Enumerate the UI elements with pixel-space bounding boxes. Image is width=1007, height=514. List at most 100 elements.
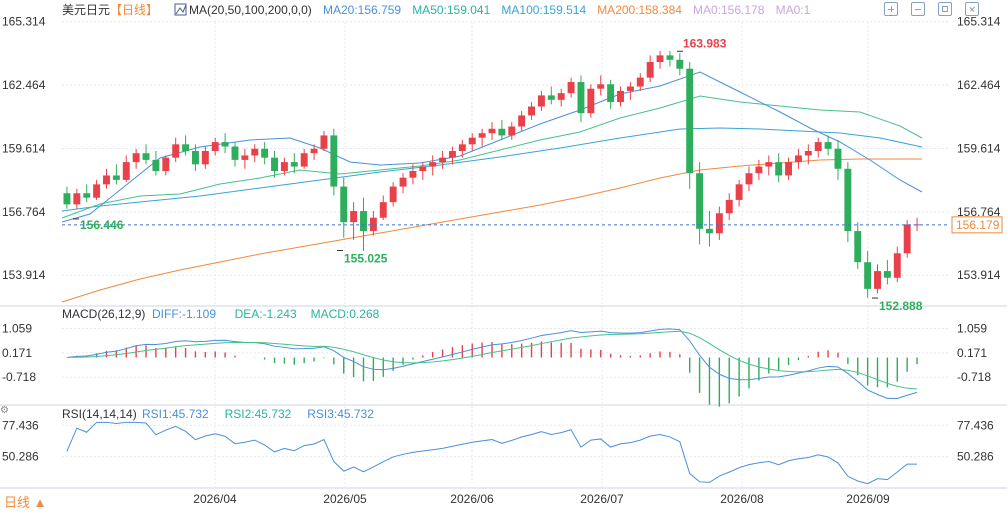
- rsi-tick-label: 77.436: [957, 418, 994, 432]
- candle-body: [547, 95, 555, 100]
- candle: [241, 148, 249, 169]
- candle: [597, 75, 605, 96]
- y-tick-label: 153.914: [957, 268, 1001, 282]
- candle: [478, 128, 486, 147]
- candle-body: [458, 144, 466, 151]
- candle-body: [706, 228, 713, 234]
- candle-body: [290, 162, 298, 167]
- settings-icon[interactable]: ⚙: [0, 405, 9, 416]
- candle: [577, 75, 585, 123]
- candle: [725, 193, 733, 220]
- rsi-tick-label: 50.286: [957, 450, 994, 464]
- candle: [191, 144, 199, 172]
- candle-body: [399, 177, 407, 187]
- symbol-title: 美元日元: [62, 3, 110, 17]
- candle-body: [607, 84, 615, 103]
- candle: [557, 88, 565, 107]
- candle-body: [122, 162, 130, 180]
- candle: [814, 137, 822, 158]
- candle: [508, 122, 516, 140]
- candle-body: [745, 173, 753, 185]
- candle: [458, 139, 466, 158]
- candle-body: [350, 211, 358, 223]
- candle-body: [893, 253, 901, 278]
- candle-body: [73, 193, 81, 205]
- candle: [142, 144, 150, 165]
- close-icon[interactable]: [965, 2, 979, 16]
- rsi-tick-label: 50.286: [2, 450, 39, 464]
- rsi-value: RSI3:45.732: [307, 407, 374, 421]
- candle-body: [429, 162, 437, 167]
- candle-body: [755, 166, 763, 174]
- fullscreen-icon[interactable]: [938, 2, 952, 16]
- candles: [63, 50, 921, 298]
- zoom-out-icon[interactable]: [911, 2, 925, 16]
- candle-body: [834, 148, 842, 169]
- candle-body: [389, 186, 397, 203]
- candle: [686, 62, 694, 189]
- rsi-tick-label: 77.436: [2, 418, 39, 432]
- candle: [449, 146, 456, 165]
- candle-body: [241, 155, 249, 160]
- ma-value: MA0:156.178: [693, 3, 765, 17]
- candle-body: [409, 171, 417, 178]
- candle: [794, 148, 802, 169]
- macd-tick-label: 1.059: [957, 321, 987, 335]
- candle-body: [310, 148, 318, 154]
- candle-body: [369, 217, 377, 232]
- candle: [310, 144, 318, 160]
- moving-averages: [61, 71, 923, 303]
- candle-body: [103, 175, 110, 185]
- macd-value: MACD:0.268: [311, 307, 380, 321]
- period-button[interactable]: 日线 ▲: [4, 495, 46, 510]
- candle-body: [478, 133, 486, 138]
- ma-values-row: MA20:156.759 MA50:159.041 MA100:159.514 MA2…: [323, 3, 811, 17]
- macd-value: DIFF:-1.109: [152, 307, 216, 321]
- candle: [775, 153, 783, 183]
- candle-body: [804, 150, 812, 156]
- candle-body: [508, 126, 516, 136]
- candle: [350, 202, 358, 240]
- ma-value: MA20:156.759: [323, 3, 401, 17]
- x-tick-label: 2026/09: [846, 492, 890, 506]
- candle: [903, 219, 911, 258]
- candle: [468, 133, 476, 151]
- candle: [696, 162, 704, 245]
- x-tick-label: 2026/06: [450, 492, 494, 506]
- indicator-icon[interactable]: [174, 3, 187, 16]
- candle: [893, 246, 901, 283]
- candle-body: [656, 55, 664, 63]
- candle-body: [488, 128, 496, 134]
- candle-body: [686, 68, 694, 174]
- candle: [300, 148, 308, 169]
- candle-body: [854, 231, 862, 263]
- period-tag: 【日线】: [110, 3, 158, 17]
- y-tick-label: 153.914: [2, 268, 46, 282]
- y-tick-label: 156.764: [2, 205, 46, 219]
- candle-body: [201, 150, 209, 165]
- candle-body: [597, 84, 605, 89]
- candle: [913, 217, 921, 232]
- candle: [152, 150, 160, 176]
- candle: [261, 142, 269, 165]
- candle-body: [300, 153, 308, 167]
- candle-body: [468, 137, 476, 145]
- ma-value: MA100:159.514: [501, 3, 586, 17]
- candle-body: [537, 95, 545, 107]
- rsi-value: RSI2:45.732: [225, 407, 292, 421]
- candle-body: [864, 262, 872, 289]
- macd-panel: 1.059 1.059 0.171 0.171 -0.718 -0.718: [2, 321, 991, 407]
- candle: [389, 182, 397, 207]
- candle-body: [112, 175, 120, 180]
- ma200-line: [61, 158, 922, 303]
- rsi-panel: 77.436 77.436 50.286 50.286: [2, 418, 994, 485]
- candle-body: [439, 157, 447, 163]
- macd-tick-label: -0.718: [2, 370, 36, 384]
- zoom-in-icon[interactable]: [884, 2, 898, 16]
- candle: [715, 206, 723, 240]
- candle-body: [172, 144, 180, 158]
- candle: [201, 146, 209, 169]
- candle: [83, 184, 91, 203]
- macd-tick-label: 0.171: [957, 346, 987, 360]
